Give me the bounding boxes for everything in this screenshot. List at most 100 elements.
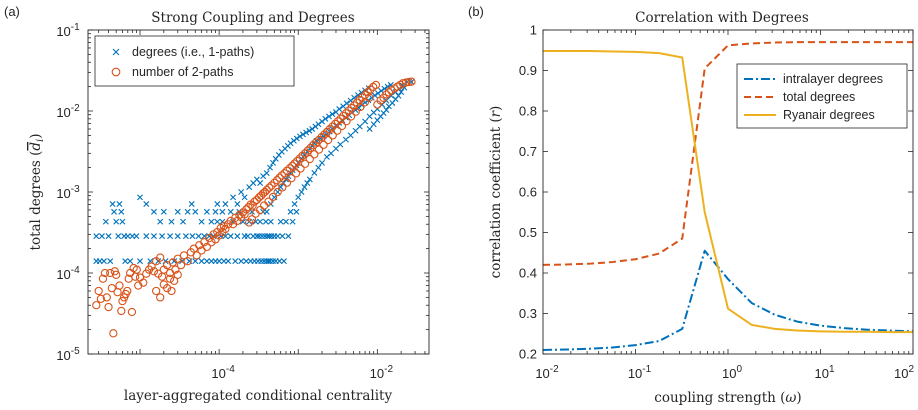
panel-b-title: Correlation with Degrees [635, 10, 809, 26]
degree-point [219, 208, 226, 215]
degree-point [295, 194, 302, 201]
y-tick-label: 0.2 [519, 347, 537, 362]
x-tick-label: 10-4 [211, 364, 235, 381]
degree-point [227, 208, 234, 215]
degree-point [168, 218, 175, 225]
two-path-point [282, 178, 292, 187]
degree-point [328, 150, 335, 157]
degree-point [322, 115, 329, 122]
two-path-point [259, 201, 269, 210]
two-path-point [139, 278, 148, 287]
degree-point [343, 100, 350, 107]
panel-a-plot-area [92, 77, 416, 338]
degree-point [267, 164, 274, 171]
degree-point [174, 233, 181, 240]
ryanair-degrees-line [543, 50, 913, 334]
y-tick-label: 0.7 [519, 144, 537, 159]
degree-point [234, 233, 241, 240]
panel-b-ylabel-symbol: r [488, 109, 504, 117]
panel-a-legend-box [94, 35, 295, 87]
panel-b-xlabel-close: ) [796, 390, 801, 406]
panel-a-ylabel-sub: i [35, 139, 46, 142]
degree-point [159, 233, 166, 240]
degree-point [184, 208, 191, 215]
degree-point [303, 129, 310, 136]
degree-point [230, 194, 237, 201]
two-path-point [278, 183, 287, 192]
legend-total-label: total degrees [783, 90, 855, 104]
two-path-point [277, 171, 286, 180]
degree-point [127, 258, 134, 265]
degree-point [195, 233, 202, 240]
y-tick-label: 0.4 [519, 266, 537, 281]
two-path-point [384, 88, 394, 97]
legend-degrees-label: degrees (i.e., 1-paths) [132, 45, 254, 59]
degree-point [244, 233, 251, 240]
two-path-point [333, 126, 342, 135]
two-path-point [110, 267, 119, 276]
degree-point [336, 106, 343, 113]
degree-point [263, 170, 270, 177]
degree-point [311, 169, 318, 176]
degree-point [347, 132, 354, 139]
two-path-point [306, 143, 315, 153]
panel-b-plot-area [542, 41, 914, 351]
degree-point [261, 233, 268, 240]
two-path-point [102, 293, 111, 302]
two-path-point [115, 281, 124, 290]
two-path-point [242, 205, 251, 214]
two-path-point [202, 242, 212, 252]
panel-a-title: Strong Coupling and Degrees [151, 10, 355, 26]
two-path-point [363, 87, 372, 97]
degree-point [257, 180, 264, 187]
two-path-point [240, 210, 249, 219]
degree-point [198, 218, 205, 225]
two-path-point [337, 121, 347, 131]
y-tick-label: 0.3 [519, 306, 537, 321]
two-path-point [285, 164, 294, 173]
two-path-point [262, 185, 271, 195]
two-path-point [273, 187, 282, 197]
degree-point [234, 201, 241, 208]
two-path-point [270, 178, 279, 187]
degree-point [293, 135, 300, 142]
two-path-point [247, 215, 257, 224]
two-path-point [314, 135, 323, 145]
degree-point [124, 233, 131, 240]
degree-point [157, 218, 164, 225]
degree-point [119, 218, 126, 225]
degree-point [182, 233, 189, 240]
degree-point [279, 233, 286, 240]
degree-point [150, 233, 157, 240]
degree-point [118, 208, 125, 215]
degree-point [356, 123, 363, 130]
two-path-point [268, 192, 278, 202]
two-path-point [305, 154, 314, 164]
y-tick-label: 10-1 [56, 22, 80, 39]
degree-point [203, 258, 210, 265]
panel-b-legend: intralayer degrees total degrees Ryanair… [736, 63, 908, 129]
two-path-point [167, 286, 176, 296]
two-path-point [179, 251, 189, 260]
y-tick-label: 0.9 [519, 63, 537, 78]
two-path-point [319, 140, 328, 150]
degree-point [301, 184, 308, 191]
two-path-point [264, 197, 273, 206]
degree-point [93, 233, 100, 240]
degree-point [277, 218, 284, 225]
two-path-point [272, 176, 282, 185]
degree-point [232, 258, 239, 265]
two-path-point [156, 293, 165, 302]
two-path-point [149, 267, 159, 276]
degree-point [252, 218, 259, 225]
two-path-point [356, 102, 365, 112]
two-path-point [342, 117, 351, 126]
two-path-point [112, 270, 121, 279]
panel-b-ylabel-close: ) [488, 106, 504, 111]
two-path-point [123, 286, 132, 296]
degree-point [326, 113, 332, 120]
degree-point [98, 233, 105, 240]
degree-point [315, 164, 322, 171]
panel-b-xlabel: coupling strength (ω) [654, 390, 801, 406]
degree-point [298, 189, 305, 195]
